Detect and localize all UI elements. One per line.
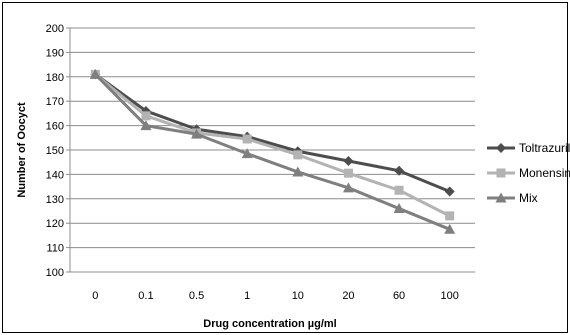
- data-point-mix: [292, 166, 304, 177]
- data-point-mix: [342, 182, 354, 193]
- x-tick-label: 60: [393, 290, 405, 302]
- data-point-toltrazuril: [444, 186, 455, 197]
- legend-label: Monensin: [519, 166, 570, 180]
- legend: Toltrazuril Monensin Mix: [487, 141, 570, 205]
- x-tick-label: 10: [292, 290, 304, 302]
- x-tick-label: 1: [244, 290, 250, 302]
- data-point-monensin: [141, 111, 151, 121]
- x-axis-title: Drug concentration µg/ml: [203, 318, 336, 330]
- x-tick-labels: 0 0.1 0.5 1 10 20 60 100: [92, 290, 459, 302]
- gridlines: [66, 27, 475, 273]
- axes: [69, 28, 475, 273]
- x-tick-label: 20: [342, 290, 354, 302]
- series-group: [89, 68, 456, 234]
- x-tick-label: 100: [441, 290, 459, 302]
- data-point-mix: [393, 203, 405, 214]
- data-point-monensin: [343, 168, 353, 178]
- data-point-monensin: [293, 150, 303, 160]
- data-point-mix: [241, 148, 253, 159]
- legend-label: Mix: [519, 191, 538, 205]
- legend-item-mix: Mix: [487, 191, 538, 205]
- data-point-toltrazuril: [394, 165, 405, 176]
- data-point-mix: [444, 223, 456, 234]
- series-mix: [89, 68, 456, 234]
- legend-marker-monensin: [496, 168, 506, 178]
- data-point-mix: [140, 120, 152, 131]
- legend-marker-toltrazuril: [496, 143, 506, 153]
- data-point-toltrazuril: [343, 155, 354, 166]
- x-tick-label: 0.1: [138, 290, 153, 302]
- y-tick-label: 160: [46, 121, 64, 133]
- x-tick-label: 0.5: [189, 290, 204, 302]
- data-point-mix: [89, 68, 101, 79]
- legend-item-monensin: Monensin: [487, 166, 570, 180]
- data-point-monensin: [242, 134, 252, 144]
- y-tick-label: 200: [46, 23, 64, 35]
- y-tick-label: 190: [46, 47, 64, 59]
- y-tick-label: 170: [46, 96, 64, 108]
- x-tick-label: 0: [92, 290, 98, 302]
- y-tick-label: 100: [46, 267, 64, 279]
- y-tick-label: 150: [46, 145, 64, 157]
- y-axis-title: Number of Oocyct: [16, 102, 28, 198]
- series-line-toltrazuril: [94, 73, 451, 193]
- y-tick-labels: 100 110 120 130 140 150 160 170 180 190 200: [46, 23, 64, 279]
- series-line-monensin: [94, 73, 451, 218]
- y-tick-label: 130: [46, 194, 64, 206]
- data-point-monensin: [445, 211, 455, 221]
- series-line-mix: [94, 73, 451, 231]
- y-tick-label: 140: [46, 169, 64, 181]
- data-point-monensin: [394, 185, 404, 195]
- data-point-mix: [191, 128, 203, 139]
- legend-item-toltrazuril: Toltrazuril: [487, 141, 570, 155]
- y-tick-label: 180: [46, 72, 64, 84]
- y-tick-label: 110: [46, 243, 64, 255]
- y-tick-label: 120: [46, 218, 64, 230]
- legend-label: Toltrazuril: [519, 141, 570, 155]
- legend-marker-mix: [495, 192, 507, 203]
- series-toltrazuril: [90, 69, 455, 197]
